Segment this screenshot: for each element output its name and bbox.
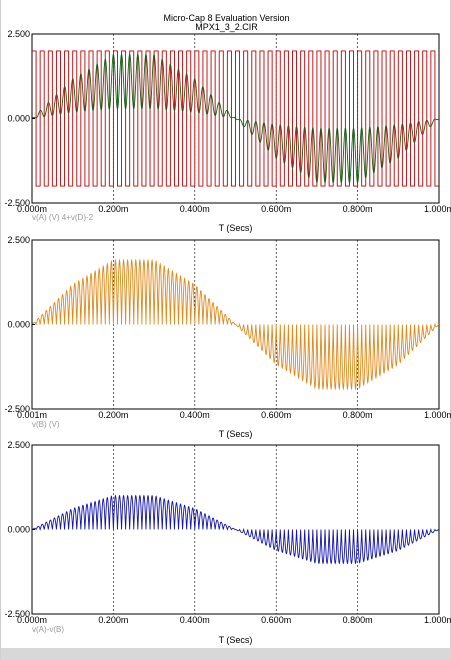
x-tick-label: 0.800m: [343, 204, 373, 214]
x-tick-label: 0.400m: [180, 204, 210, 214]
y-tick-label: -2.500: [4, 609, 30, 619]
y-tick-label: -2.500: [4, 404, 30, 414]
trace-expression: v(A)-v(B): [32, 625, 64, 634]
trace-expression: v(A) (V) 4+v(D)-2: [32, 213, 94, 222]
y-tick-label: 0.000: [7, 525, 30, 535]
x-tick-label: 0.001m: [17, 410, 47, 420]
x-tick-label: 0.800m: [343, 615, 373, 625]
x-tick-label: 0.200m: [98, 410, 128, 420]
x-tick-label: 0.400m: [180, 410, 210, 420]
series-line-1: [31, 258, 440, 391]
y-tick-label: 2.500: [7, 440, 30, 450]
x-tick-label: 0.800m: [343, 410, 373, 420]
trace-expression: v(B) (V): [32, 420, 60, 429]
x-tick-label: 0.400m: [180, 615, 210, 625]
x-tick-label: 0.200m: [98, 615, 128, 625]
x-tick-label: 1.000m: [424, 615, 451, 625]
x-tick-label: 0.600m: [261, 410, 291, 420]
series-line-1: [31, 494, 440, 565]
y-tick-label: -2.500: [4, 198, 30, 208]
x-tick-label: 0.000m: [17, 615, 47, 625]
x-axis-label: T (Secs): [219, 635, 253, 645]
x-tick-label: 1.000m: [424, 204, 451, 214]
circuit-file-name: MPX1_3_2.CIR: [195, 22, 258, 32]
x-tick-label: 0.600m: [261, 204, 291, 214]
y-tick-label: 2.500: [7, 235, 30, 245]
x-axis-label: T (Secs): [219, 223, 253, 233]
window-title: Micro-Cap 8 Evaluation Version: [163, 13, 290, 23]
y-tick-label: 0.000: [7, 320, 30, 330]
status-strip: [1, 648, 451, 660]
y-tick-label: 2.500: [7, 29, 30, 39]
x-tick-label: 1.000m: [424, 410, 451, 420]
x-tick-label: 0.000m: [17, 204, 47, 214]
x-tick-label: 0.600m: [261, 615, 291, 625]
series-line-2: [31, 53, 440, 184]
y-tick-label: 0.000: [7, 114, 30, 124]
x-tick-label: 0.200m: [98, 204, 128, 214]
x-axis-label: T (Secs): [219, 429, 253, 439]
